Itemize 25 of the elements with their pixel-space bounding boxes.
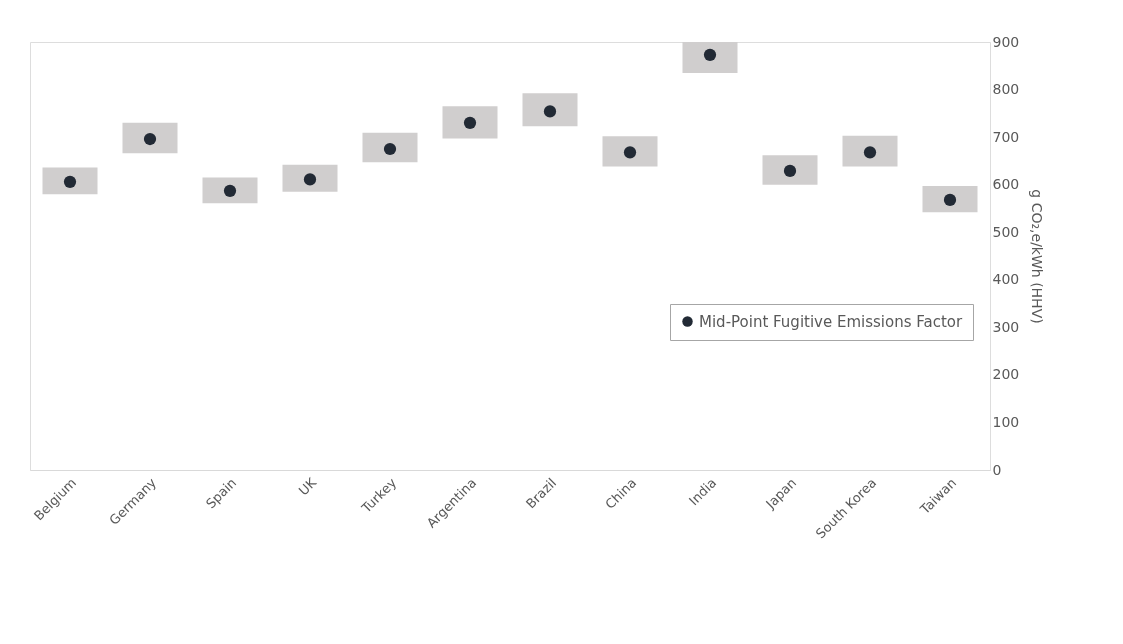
bar (682, 42, 738, 73)
y-tick-label: 500 (992, 223, 1020, 240)
y-axis-title: g CO₂,e/kWh (HHV) (1029, 189, 1046, 324)
y-tick-label: 900 (992, 33, 1020, 50)
bar (122, 122, 178, 154)
y-tick-label: 400 (992, 271, 1020, 288)
x-tick-label: UK (295, 474, 320, 499)
bar (362, 132, 418, 163)
bar (442, 106, 498, 139)
bar (922, 186, 978, 213)
y-tick-label: 800 (992, 81, 1020, 98)
y-tick-label: 300 (992, 318, 1020, 335)
bar (842, 135, 898, 167)
legend-label: Mid-Point Fugitive Emissions Factor (699, 312, 964, 331)
bar (202, 177, 258, 204)
bar (602, 136, 658, 167)
y-tick-label: 100 (992, 413, 1020, 430)
y-tick-label: 700 (992, 128, 1020, 145)
y-tick-label: 0 (992, 461, 1002, 478)
bar (42, 167, 98, 195)
bar (522, 93, 578, 127)
y-tick-label: 600 (992, 176, 1020, 193)
bar (762, 155, 818, 185)
y-tick-label: 200 (992, 366, 1020, 383)
bar (282, 164, 338, 192)
